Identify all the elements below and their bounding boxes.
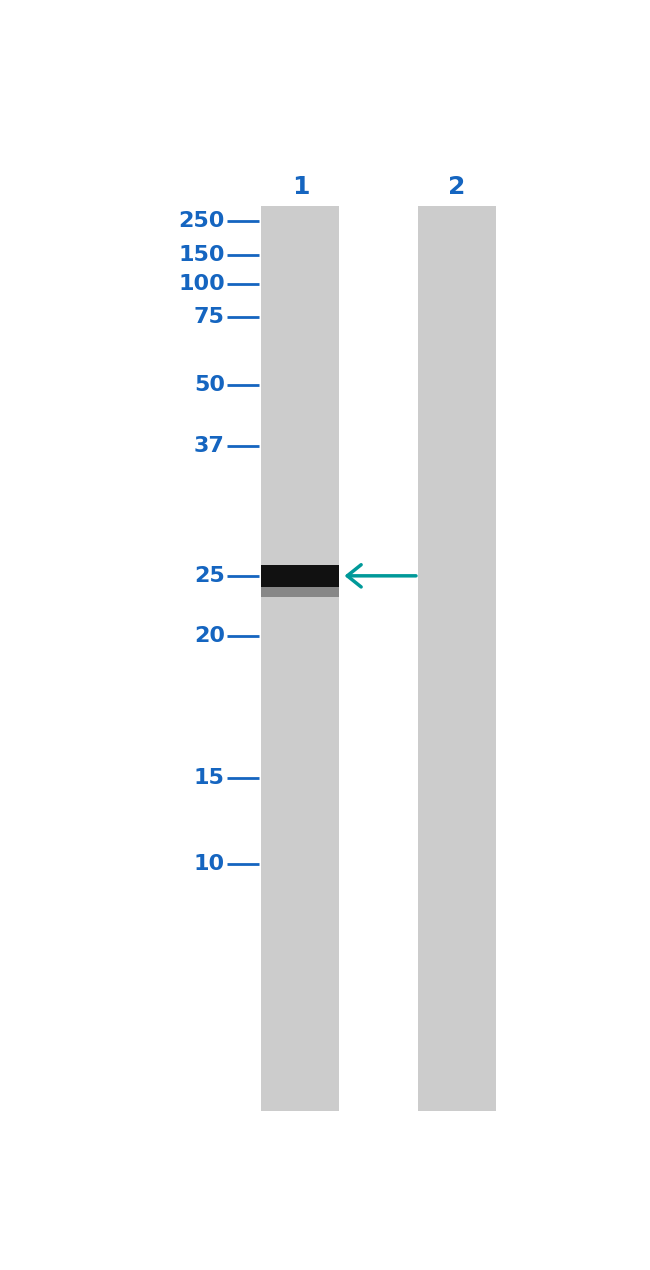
Text: 1: 1 — [292, 175, 309, 198]
Bar — [261, 587, 339, 597]
Text: 75: 75 — [194, 306, 225, 326]
Text: 25: 25 — [194, 566, 225, 585]
Bar — [261, 565, 339, 587]
Text: 2: 2 — [448, 175, 465, 198]
Text: 37: 37 — [194, 436, 225, 456]
Text: 150: 150 — [178, 245, 225, 265]
Text: 50: 50 — [194, 375, 225, 395]
Text: 10: 10 — [194, 855, 225, 874]
Bar — [261, 206, 339, 1111]
Text: 100: 100 — [178, 274, 225, 295]
Text: 15: 15 — [194, 768, 225, 789]
Bar — [417, 206, 495, 1111]
Text: 250: 250 — [179, 211, 225, 231]
Text: 20: 20 — [194, 626, 225, 646]
